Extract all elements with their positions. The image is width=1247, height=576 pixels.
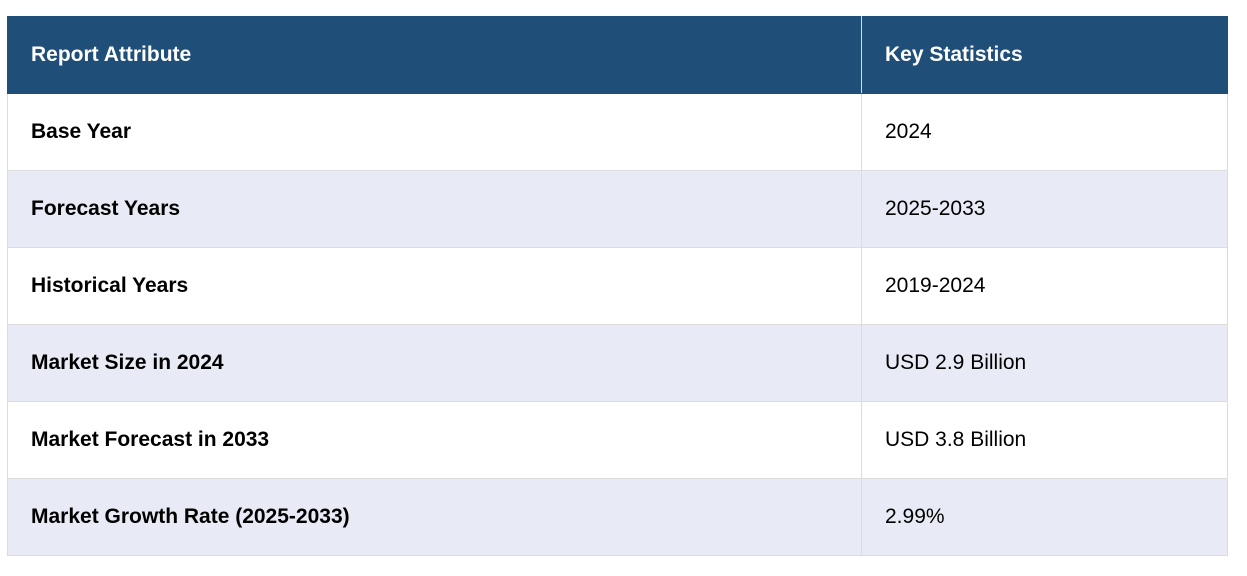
header-cell: Key Statistics (861, 16, 1228, 94)
attribute-cell: Base Year (7, 93, 862, 171)
table-row: Base Year 2024 (7, 93, 1228, 171)
table-body: Base Year 2024 Forecast Years 2025-2033 Hist… (7, 93, 1228, 556)
value-cell: 2.99% (861, 478, 1228, 556)
header-row: Report Attribute Key Statistics (7, 16, 1228, 94)
table-row: Market Growth Rate (2025-2033) 2.99% (7, 478, 1228, 556)
attribute-cell: Forecast Years (7, 170, 862, 248)
attribute-cell: Market Growth Rate (2025-2033) (7, 478, 862, 556)
value-cell: USD 3.8 Billion (861, 401, 1228, 479)
table-row: Market Forecast in 2033 USD 3.8 Billion (7, 401, 1228, 479)
attribute-cell: Historical Years (7, 247, 862, 325)
value-cell: USD 2.9 Billion (861, 324, 1228, 402)
value-cell: 2019-2024 (861, 247, 1228, 325)
header-cell: Report Attribute (7, 16, 862, 94)
value-cell: 2025-2033 (861, 170, 1228, 248)
table-row: Market Size in 2024 USD 2.9 Billion (7, 324, 1228, 402)
value-cell: 2024 (861, 93, 1228, 171)
attribute-cell: Market Forecast in 2033 (7, 401, 862, 479)
table-row: Historical Years 2019-2024 (7, 247, 1228, 325)
attribute-cell: Market Size in 2024 (7, 324, 862, 402)
stats-table: Report Attribute Key Statistics Base Year… (7, 16, 1228, 556)
table-row: Forecast Years 2025-2033 (7, 170, 1228, 248)
